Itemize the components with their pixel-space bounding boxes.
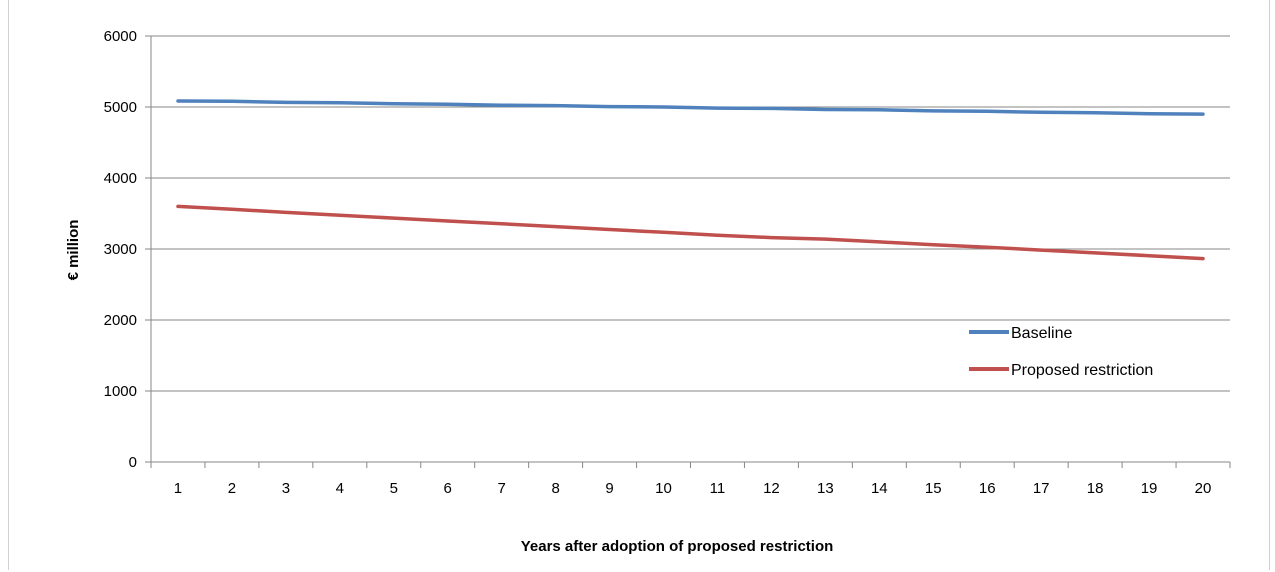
chart-frame	[8, 0, 1270, 570]
y-axis-ticks: 0 1000 2000 3000 4000 5000 6000	[104, 28, 151, 471]
x-tick-label-7: 7	[498, 480, 506, 497]
x-tick-label-18: 18	[1087, 480, 1104, 497]
x-tick-label-20: 20	[1195, 480, 1212, 497]
x-tick-label-19: 19	[1141, 480, 1158, 497]
series-line-proposed-restriction	[176, 204, 1205, 261]
y-tick-label-3000: 3000	[104, 241, 137, 258]
y-tick-label-5000: 5000	[104, 99, 137, 116]
x-tick-label-17: 17	[1033, 480, 1050, 497]
x-tick-label-1: 1	[174, 480, 182, 497]
legend-label-baseline: Baseline	[1011, 325, 1072, 342]
y-tick-label-6000: 6000	[104, 28, 137, 45]
x-tick-label-12: 12	[763, 480, 780, 497]
y-tick-label-1000: 1000	[104, 383, 137, 400]
x-tick-label-15: 15	[925, 480, 942, 497]
x-tick-label-4: 4	[336, 480, 344, 497]
x-tick-label-6: 6	[444, 480, 452, 497]
y-tick-label-4000: 4000	[104, 170, 137, 187]
y-tick-label-0: 0	[129, 454, 137, 471]
x-tick-label-3: 3	[282, 480, 290, 497]
x-tick-label-11: 11	[710, 480, 726, 497]
y-axis-title: € million	[65, 220, 82, 281]
legend: Baseline Proposed restriction	[969, 325, 1153, 379]
x-tick-label-14: 14	[871, 480, 888, 497]
legend-label-proposed-restriction: Proposed restriction	[1011, 362, 1153, 379]
x-tick-label-9: 9	[605, 480, 613, 497]
series-lines	[176, 99, 1205, 261]
x-tick-label-10: 10	[655, 480, 672, 497]
x-axis-ticks: 1 2 3 4 5 6 7 8 9 10 11 12 13 14 15 16 17 18 19 20	[150, 462, 1231, 497]
x-axis-title: Years after adoption of proposed restric…	[521, 538, 834, 555]
x-tick-label-5: 5	[390, 480, 398, 497]
x-tick-label-16: 16	[979, 480, 996, 497]
series-line-baseline	[176, 99, 1205, 116]
x-tick-label-8: 8	[551, 480, 559, 497]
x-tick-label-2: 2	[228, 480, 236, 497]
y-tick-label-2000: 2000	[104, 312, 137, 329]
x-tick-label-13: 13	[817, 480, 834, 497]
